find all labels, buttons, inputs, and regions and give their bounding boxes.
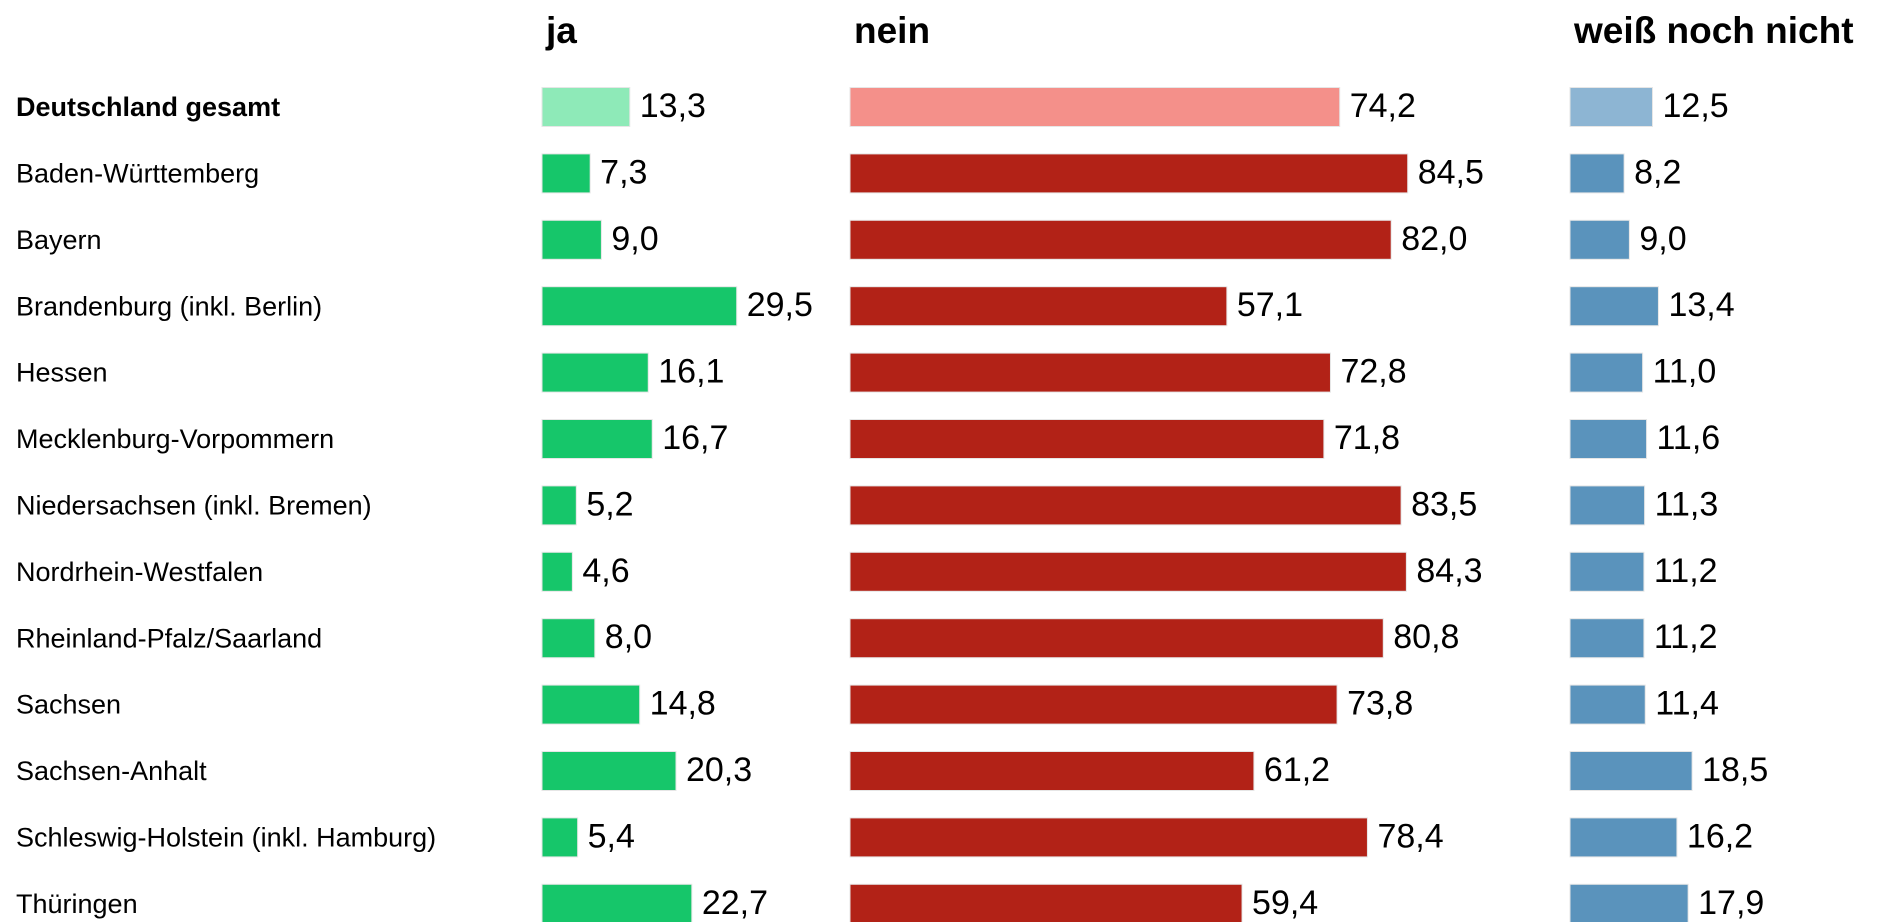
- value-label: 11,6: [1657, 419, 1721, 457]
- value-label: 11,2: [1654, 552, 1718, 590]
- value-label: 83,5: [1411, 485, 1477, 523]
- bar: [1569, 286, 1659, 327]
- bar: [1569, 352, 1644, 393]
- value-label: 9,0: [611, 220, 658, 258]
- category-label: Bayern: [16, 225, 102, 255]
- bar: [541, 419, 653, 459]
- bar: [541, 618, 596, 659]
- value-label: 84,5: [1418, 153, 1484, 191]
- bar: [541, 87, 631, 127]
- bar: [541, 153, 591, 194]
- value-label: 29,5: [747, 286, 813, 324]
- value-label: 18,5: [1702, 751, 1768, 789]
- bar: [849, 485, 1402, 526]
- bar: [849, 551, 1407, 592]
- bar: [541, 751, 677, 791]
- series-header: nein: [854, 10, 930, 51]
- value-label: 5,4: [588, 817, 635, 855]
- category-label: Mecklenburg-Vorpommern: [16, 424, 334, 454]
- bar: [849, 684, 1338, 725]
- value-label: 84,3: [1416, 552, 1482, 590]
- bar: [541, 352, 649, 393]
- value-label: 82,0: [1401, 220, 1467, 258]
- value-label: 16,1: [658, 353, 724, 391]
- value-label: 74,2: [1350, 87, 1416, 125]
- bar: [1569, 883, 1689, 922]
- bar: [1569, 153, 1625, 194]
- value-label: 20,3: [686, 751, 752, 789]
- bar: [541, 883, 693, 922]
- value-label: 4,6: [582, 552, 629, 590]
- bar: [1569, 551, 1645, 592]
- value-label: 72,8: [1340, 353, 1406, 391]
- value-label: 8,0: [605, 618, 652, 656]
- value-label: 14,8: [650, 685, 716, 723]
- bar: [541, 286, 738, 327]
- bar: [1569, 485, 1646, 526]
- value-label: 73,8: [1347, 685, 1413, 723]
- value-label: 11,2: [1654, 618, 1718, 656]
- value-label: 57,1: [1237, 286, 1303, 324]
- bar: [849, 751, 1255, 791]
- value-label: 12,5: [1663, 87, 1729, 125]
- bar: [849, 153, 1409, 194]
- category-label: Schleswig-Holstein (inkl. Hamburg): [16, 823, 436, 853]
- bar: [1569, 751, 1693, 791]
- value-label: 9,0: [1639, 220, 1686, 258]
- value-label: 80,8: [1393, 618, 1459, 656]
- category-label: Niedersachsen (inkl. Bremen): [16, 491, 372, 521]
- bar: [849, 419, 1325, 459]
- value-label: 13,4: [1668, 286, 1734, 324]
- bar: [541, 551, 573, 592]
- value-label: 8,2: [1634, 153, 1681, 191]
- bar: [849, 87, 1341, 127]
- value-label: 11,4: [1655, 685, 1719, 723]
- bar: [849, 286, 1228, 327]
- value-label: 13,3: [640, 87, 706, 125]
- bar: [849, 618, 1384, 659]
- value-label: 7,3: [600, 153, 647, 191]
- category-label: Thüringen: [16, 889, 138, 919]
- category-label: Rheinland-Pfalz/Saarland: [16, 623, 322, 653]
- bar: [1569, 817, 1678, 858]
- category-label: Brandenburg (inkl. Berlin): [16, 291, 322, 321]
- bar: [541, 219, 602, 260]
- category-label: Sachsen: [16, 690, 121, 720]
- bar: [1569, 618, 1645, 659]
- bar: [849, 352, 1331, 393]
- value-label: 61,2: [1264, 751, 1330, 789]
- bar: [1569, 87, 1653, 127]
- series-header: ja: [545, 10, 577, 51]
- bar: [541, 485, 577, 526]
- category-label: Sachsen-Anhalt: [16, 756, 207, 786]
- value-label: 11,3: [1655, 485, 1719, 523]
- value-label: 16,7: [662, 419, 728, 457]
- value-label: 11,0: [1653, 353, 1717, 391]
- bar: [849, 817, 1368, 858]
- category-label: Hessen: [16, 358, 108, 388]
- bar: [1569, 684, 1646, 725]
- series-header: weiß noch nicht: [1573, 10, 1854, 51]
- bar: [849, 883, 1243, 922]
- category-label: Baden-Württemberg: [16, 159, 259, 189]
- value-label: 5,2: [586, 485, 633, 523]
- value-label: 22,7: [702, 884, 768, 922]
- category-label: Deutschland gesamt: [16, 92, 280, 122]
- bar: [849, 219, 1392, 260]
- value-label: 71,8: [1334, 419, 1400, 457]
- category-label: Nordrhein-Westfalen: [16, 557, 263, 587]
- bar: [541, 684, 641, 725]
- value-label: 17,9: [1698, 884, 1764, 922]
- bar: [1569, 219, 1630, 260]
- bar: [1569, 419, 1648, 459]
- value-label: 16,2: [1687, 817, 1753, 855]
- value-label: 59,4: [1252, 884, 1318, 922]
- value-label: 78,4: [1377, 817, 1443, 855]
- bar: [541, 817, 579, 858]
